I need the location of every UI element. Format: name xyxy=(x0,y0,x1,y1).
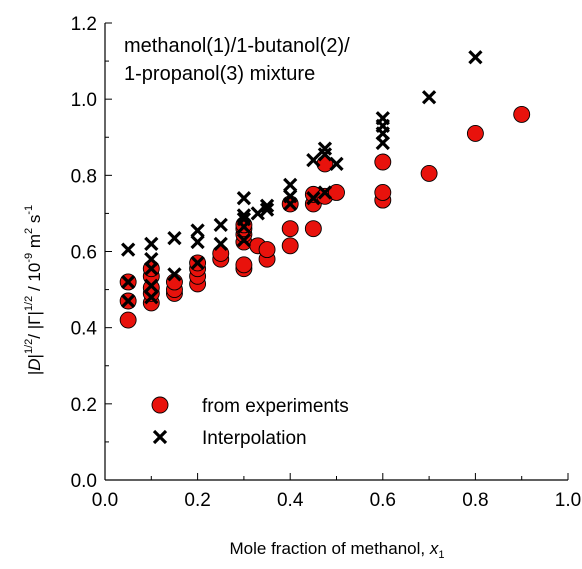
data-point-experiment xyxy=(420,164,438,182)
data-point-interpolation xyxy=(213,217,228,232)
data-point-interpolation xyxy=(167,267,182,282)
legend-marker-interpolation xyxy=(152,429,168,445)
data-point-experiment xyxy=(328,184,345,201)
data-point-experiment xyxy=(119,311,137,329)
y-tick-label: 0.2 xyxy=(71,395,97,416)
x-tick-label: 0.8 xyxy=(462,490,488,511)
data-point-experiment xyxy=(466,124,484,142)
data-point-interpolation xyxy=(317,147,333,162)
x-tick-label: 0.2 xyxy=(184,490,210,511)
data-point-interpolation xyxy=(259,198,275,213)
data-point-experiment xyxy=(513,105,531,123)
x-axis-title-text: Mole fraction of methanol, xyxy=(230,539,430,558)
x-tick-label: 0.0 xyxy=(92,490,118,511)
ticks xyxy=(104,22,569,481)
data-point-interpolation xyxy=(167,231,182,246)
data-point-experiment xyxy=(235,256,253,274)
data-point-interpolation xyxy=(283,177,298,192)
annotation-line-1: methanol(1)/1-butanol(2)/ xyxy=(124,35,350,57)
y-axis-title: |D|1/2/ |Γ|1/2 / 10-9 m2 s-1 xyxy=(23,205,44,375)
legend-label-experiments: from experiments xyxy=(202,396,349,417)
x-tick-label: 0.6 xyxy=(370,490,396,511)
data-point-interpolation xyxy=(121,242,136,257)
data-point-interpolation xyxy=(236,191,252,206)
y-tick-label: 1.2 xyxy=(71,14,97,35)
data-point-interpolation xyxy=(283,189,298,204)
data-point-interpolation xyxy=(144,251,159,267)
data-point-interpolation xyxy=(317,185,333,200)
x-axis-title: Mole fraction of methanol, x1 xyxy=(230,539,445,561)
data-point-interpolation xyxy=(121,293,136,309)
data-point-experiment xyxy=(304,220,322,238)
data-point-interpolation xyxy=(144,236,159,252)
data-point-interpolation xyxy=(190,234,205,250)
data-point-interpolation xyxy=(236,232,252,248)
data-point-interpolation xyxy=(329,156,344,172)
x-axis-title-var: x xyxy=(429,539,439,558)
data-point-interpolation xyxy=(317,141,333,156)
y-tick-label: 0.4 xyxy=(71,319,98,340)
x-tick-labels: 0.0 0.2 0.4 0.6 0.8 1.0 xyxy=(92,490,581,511)
data-point-experiment xyxy=(258,241,276,259)
y-tick-label: 0.8 xyxy=(71,166,97,187)
legend: from experiments Interpolation xyxy=(151,396,349,449)
data-point-interpolation xyxy=(375,111,390,126)
x-axis-title-sub: 1 xyxy=(438,549,444,561)
data-point-interpolation xyxy=(236,208,252,223)
data-point-interpolation xyxy=(468,50,483,65)
data-point-interpolation xyxy=(121,274,136,290)
legend-marker-experiments xyxy=(151,396,169,414)
data-point-interpolation xyxy=(144,290,159,305)
y-tick-label: 0.0 xyxy=(71,471,97,492)
x-tick-label: 0.4 xyxy=(277,490,304,511)
y-tick-labels: 0.0 0.2 0.4 0.6 0.8 1.0 1.2 xyxy=(71,14,98,492)
y-tick-label: 1.0 xyxy=(71,90,97,111)
legend-label-interpolation: Interpolation xyxy=(202,428,307,449)
data-point-experiment xyxy=(374,153,392,171)
data-point-experiment xyxy=(281,220,299,238)
data-point-interpolation xyxy=(306,152,321,168)
data-point-interpolation xyxy=(259,202,275,217)
x-tick-label: 1.0 xyxy=(555,490,581,511)
data-marks xyxy=(119,50,531,329)
data-point-interpolation xyxy=(190,255,205,271)
data-point-interpolation xyxy=(144,278,159,293)
data-point-experiment xyxy=(374,184,392,201)
data-point-interpolation xyxy=(421,90,437,105)
y-tick-label: 0.6 xyxy=(71,243,97,264)
data-point-interpolation xyxy=(190,223,205,238)
data-point-interpolation xyxy=(213,236,228,252)
data-point-interpolation xyxy=(306,191,321,206)
data-point-interpolation xyxy=(236,211,252,227)
annotation-line-2: 1-propanol(3) mixture xyxy=(124,63,315,85)
data-point-experiment xyxy=(281,237,299,255)
